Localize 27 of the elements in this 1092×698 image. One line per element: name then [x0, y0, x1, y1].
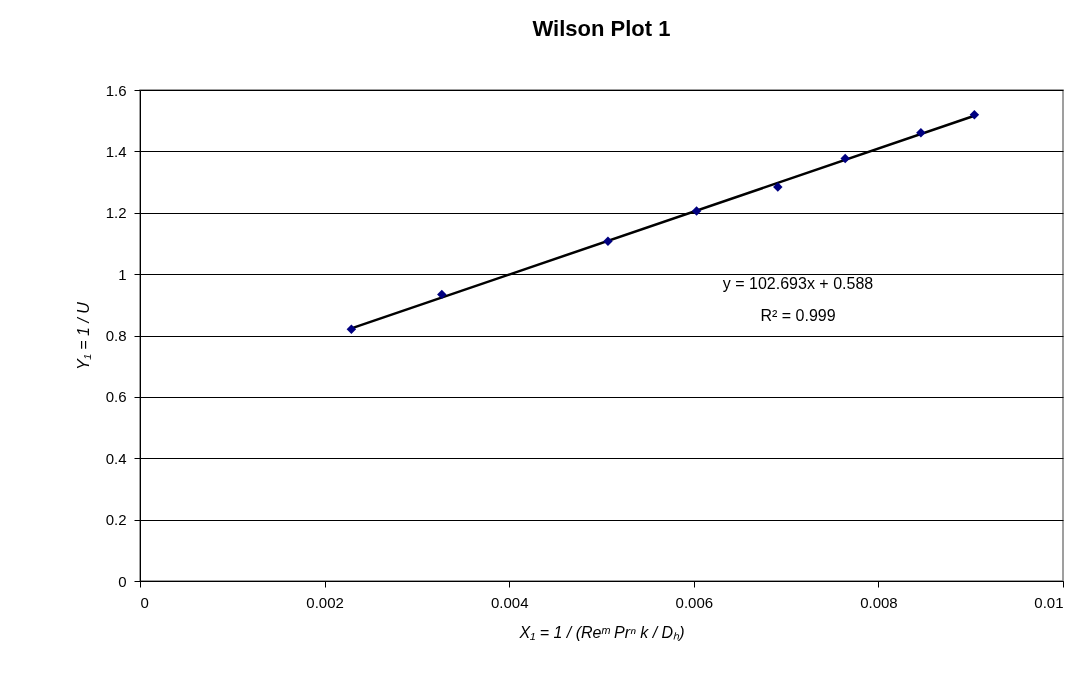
- point: [346, 324, 357, 335]
- y-tick-label: 0.8: [105, 327, 127, 344]
- chart-title: Wilson Plot 1: [532, 16, 671, 41]
- annotation: y = 102.693x + 0.588: [722, 275, 874, 292]
- y-tick-label: 1.4: [105, 142, 127, 160]
- x-tick-label: 0.008: [860, 593, 898, 611]
- y-tick-label: 0.6: [105, 388, 127, 406]
- y-tick-label: 0: [118, 572, 127, 590]
- x-tick-label: 0.006: [675, 593, 714, 611]
- x-tick-label: 0.002: [306, 593, 344, 611]
- point: [916, 127, 926, 138]
- x-tick-label: 0: [140, 593, 149, 611]
- y-tick-label: 1.2: [105, 204, 127, 222]
- y-tick-label: 0.4: [105, 449, 127, 467]
- y-axis-title: Y₁ = 1 / U: [74, 301, 92, 370]
- y-tick-label: 0.2: [105, 511, 127, 529]
- point: [840, 153, 850, 164]
- x-tick-label: 0.01: [1034, 593, 1064, 611]
- annotation: R² = 0.999: [760, 307, 836, 324]
- x-axis-title: X₁ = 1 / (Reᵐ Prⁿ k / Dₕ): [518, 623, 685, 641]
- y-tick-label: 1.6: [105, 81, 127, 99]
- point: [691, 206, 702, 216]
- point: [603, 236, 613, 247]
- y-tick-label: 1: [118, 265, 127, 283]
- x-tick-label: 0.004: [490, 593, 529, 611]
- point: [437, 289, 447, 300]
- point: [969, 110, 980, 120]
